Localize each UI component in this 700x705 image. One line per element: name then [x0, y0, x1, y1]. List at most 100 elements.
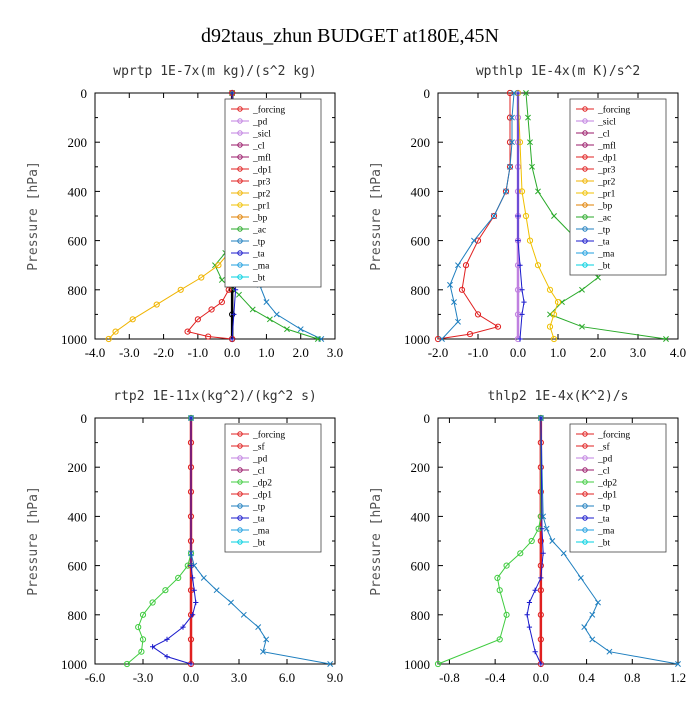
legend-label: _cl	[252, 142, 265, 152]
data-point	[524, 612, 530, 618]
data-point	[537, 537, 544, 545]
legend-marker	[237, 455, 243, 461]
legend-label: _tp	[252, 503, 265, 513]
legend-label: _pr2	[252, 190, 271, 200]
data-point	[589, 611, 596, 618]
data-point	[525, 114, 531, 121]
legend-box	[224, 423, 322, 553]
legend-label: _pr2	[597, 178, 616, 188]
data-point	[517, 336, 523, 342]
legend-marker	[582, 154, 588, 160]
legend-label: _pr3	[597, 166, 616, 176]
legend-label: _forcing	[252, 105, 285, 116]
legend-label: _pr1	[252, 202, 271, 212]
legend-label: _sf	[252, 442, 265, 453]
data-point	[526, 237, 534, 244]
y-axis-label: Pressure [hPa]	[26, 486, 41, 596]
data-point	[112, 328, 119, 335]
legend-marker	[582, 527, 588, 533]
data-point	[284, 326, 290, 333]
data-point	[255, 624, 262, 631]
x-tick-label: -4.0	[85, 345, 106, 360]
legend-marker	[237, 118, 243, 124]
y-tick-label: 400	[411, 184, 431, 199]
legend-marker	[582, 455, 588, 461]
legend-label: _pr3	[252, 178, 271, 188]
data-point	[260, 648, 266, 655]
x-tick-label: 2.0	[293, 345, 309, 360]
data-point	[532, 649, 538, 655]
data-point	[191, 562, 198, 569]
data-point	[515, 213, 521, 219]
legend-marker	[237, 479, 243, 485]
data-point	[149, 599, 156, 606]
data-point	[503, 562, 510, 569]
legend-marker	[237, 262, 243, 268]
data-point	[537, 636, 544, 643]
legend-marker	[237, 190, 243, 196]
data-point	[150, 644, 156, 650]
data-point	[193, 599, 199, 606]
data-point	[550, 335, 558, 343]
data-point	[595, 599, 601, 606]
x-tick-label: 3.0	[231, 670, 247, 685]
legend-label: _cl	[597, 467, 610, 477]
y-tick-label: 200	[68, 135, 88, 150]
y-axis-label: Pressure [hPa]	[369, 486, 384, 596]
y-tick-label: 0	[81, 411, 88, 426]
data-point	[135, 624, 142, 631]
data-point	[521, 299, 527, 305]
panel-title: wpthlp 1E-4x(m K)/s^2	[476, 64, 640, 79]
x-tick-label: 0.0	[533, 670, 549, 685]
data-point	[539, 526, 545, 532]
data-point	[519, 311, 525, 317]
legend-label: _dp1	[252, 166, 272, 176]
data-point	[474, 237, 482, 244]
legend-label: _sicl	[597, 118, 616, 128]
data-point	[198, 274, 205, 281]
data-point	[434, 660, 442, 668]
legend-marker	[582, 130, 588, 136]
x-tick-label: -2.0	[153, 345, 174, 360]
data-point	[218, 277, 225, 283]
data-point	[451, 299, 457, 306]
data-point	[187, 636, 195, 643]
series-tp	[537, 415, 681, 667]
y-tick-label: 0	[424, 86, 431, 101]
y-tick-label: 1000	[404, 332, 430, 347]
data-point	[190, 575, 196, 581]
legend-box	[569, 423, 667, 553]
series-line	[540, 417, 679, 665]
legend-marker	[237, 226, 243, 232]
legend-marker	[237, 539, 243, 545]
data-point	[606, 648, 613, 655]
data-point	[528, 537, 535, 545]
data-point	[519, 287, 525, 293]
data-point	[434, 335, 442, 343]
legend-marker	[237, 467, 243, 473]
legend-label: _pr1	[597, 190, 616, 200]
series-line	[126, 418, 192, 665]
legend-marker	[582, 178, 588, 184]
x-tick-label: 3.0	[630, 345, 646, 360]
x-tick-label: 1.0	[550, 345, 566, 360]
data-point	[175, 574, 182, 582]
legend-label: _bt	[597, 539, 611, 549]
data-point	[266, 316, 273, 323]
y-tick-label: 200	[411, 460, 431, 475]
data-point	[675, 661, 681, 667]
legend-marker	[237, 238, 243, 244]
x-tick-label: 1.0	[258, 345, 274, 360]
data-point	[263, 636, 270, 643]
data-point	[537, 587, 544, 594]
data-point	[455, 318, 461, 325]
legend-label: _forcing	[252, 430, 285, 441]
data-point	[138, 648, 145, 655]
data-point	[537, 562, 544, 569]
legend-label: _ta	[252, 515, 265, 525]
data-point	[560, 550, 567, 557]
data-point	[190, 612, 196, 618]
series-line	[151, 418, 197, 665]
x-tick-label: 0.0	[510, 345, 526, 360]
legend-label: _cl	[597, 130, 610, 140]
